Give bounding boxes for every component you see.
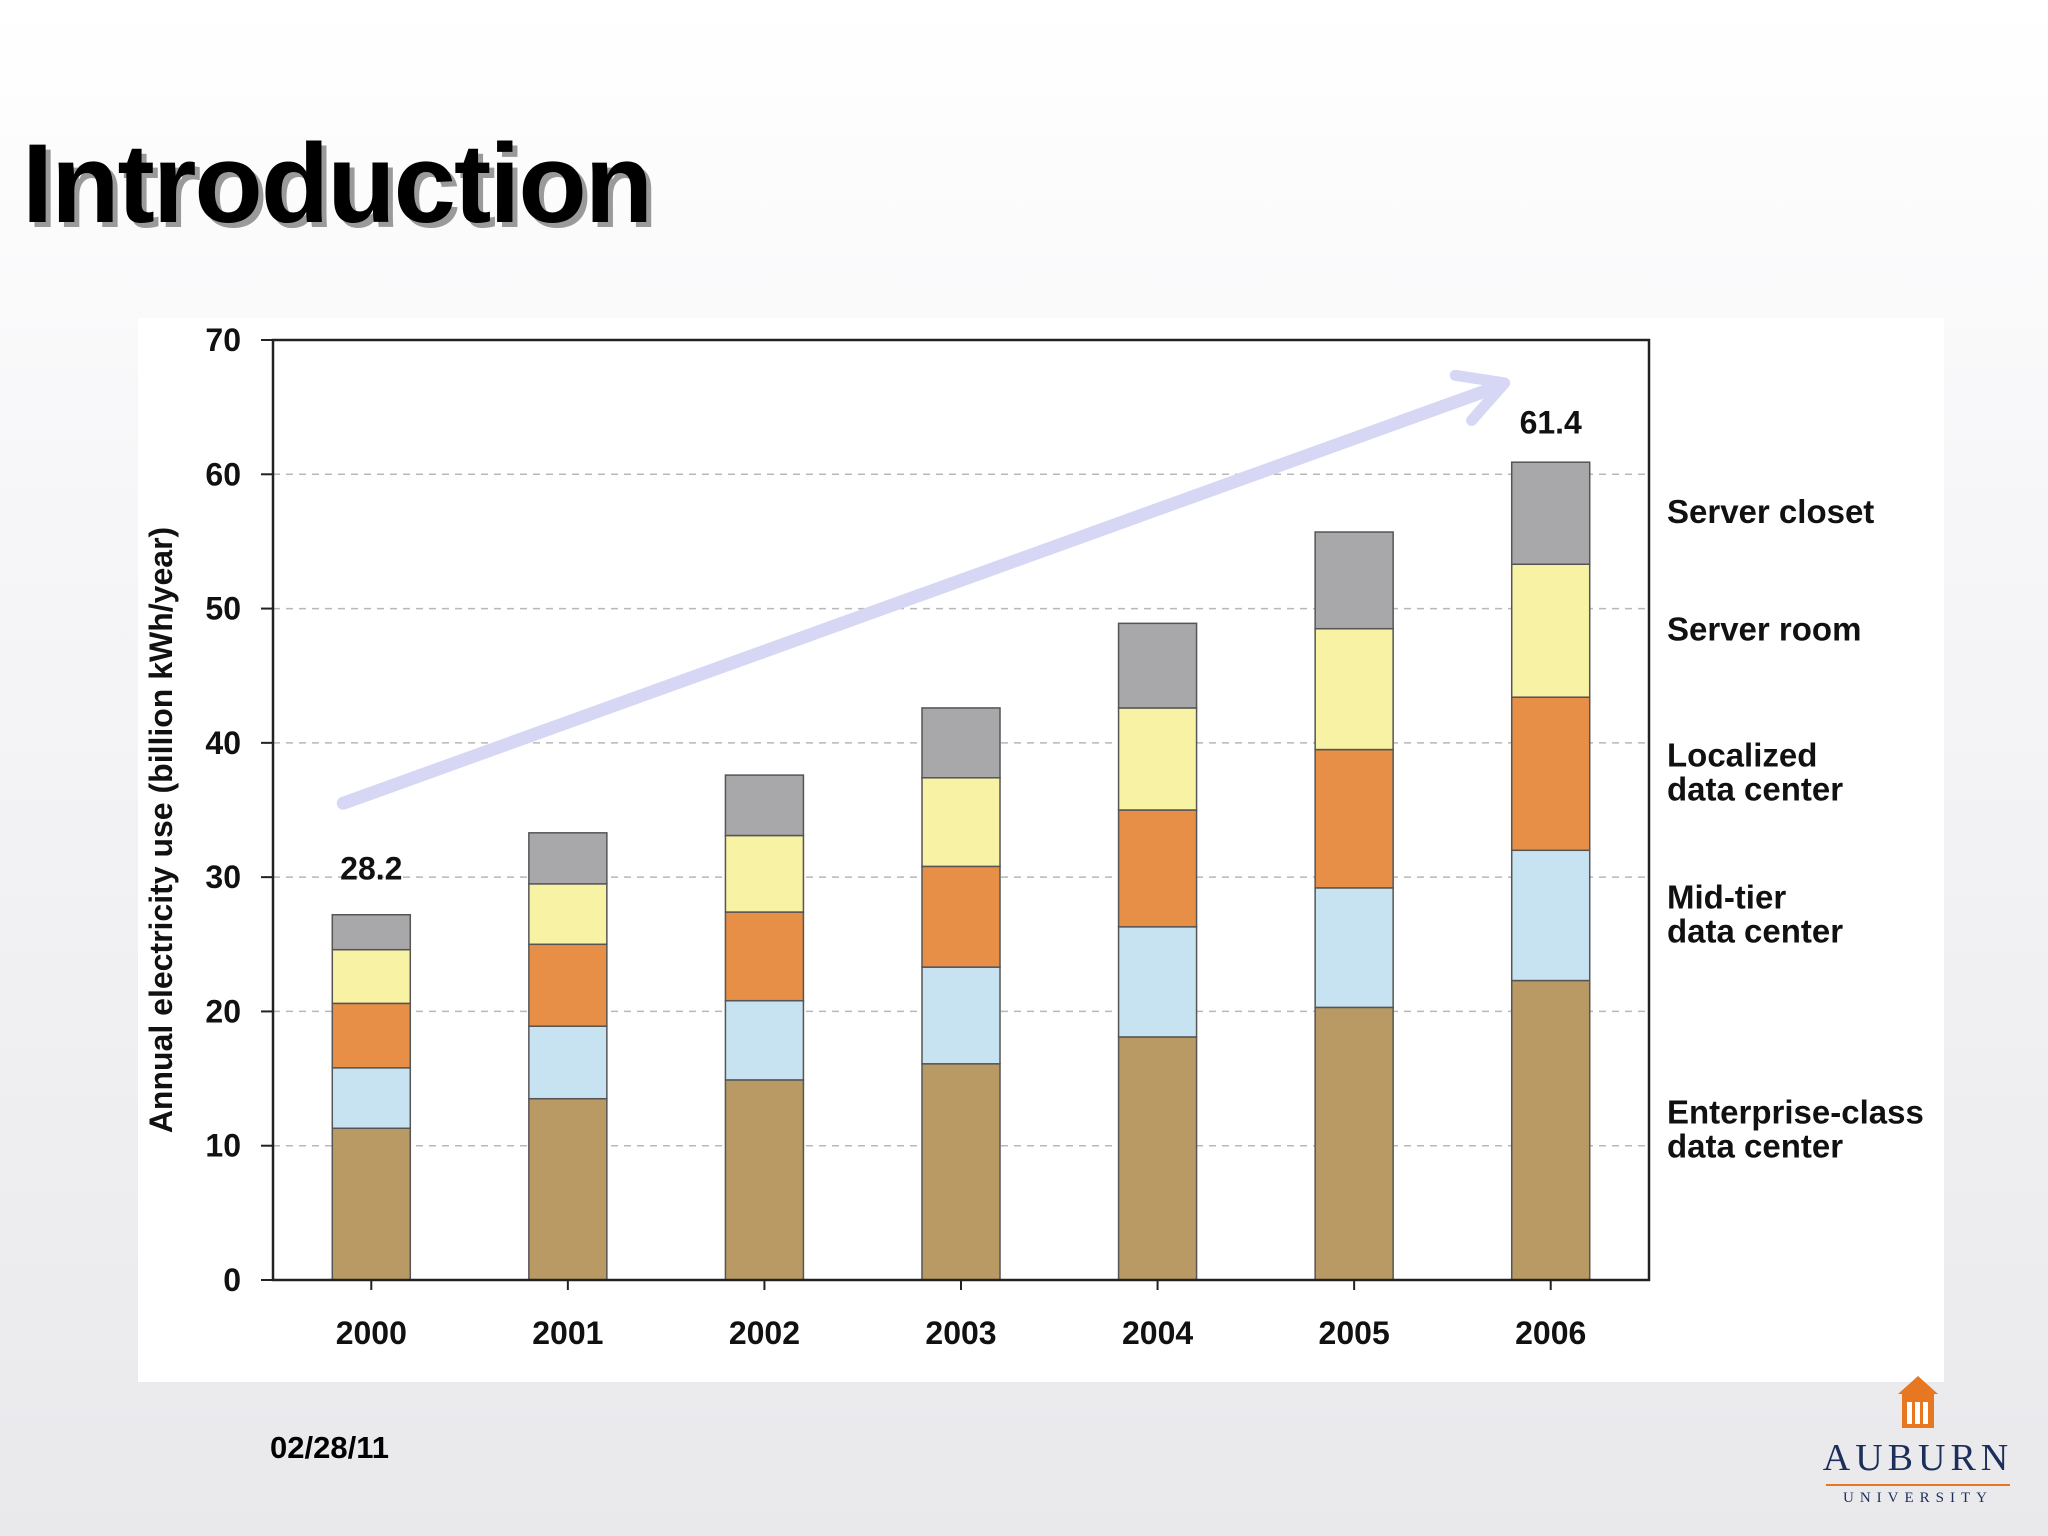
bar-segment	[921, 1063, 1001, 1281]
bar-segment	[1117, 707, 1198, 811]
chart-panel: 0 10 20 30 40 50 60 70 2000 2001 2002 2003 2004 2005 2…	[138, 318, 1944, 1382]
logo-wordmark: AUBURN	[1822, 1437, 2014, 1479]
bar-segment	[921, 777, 1001, 868]
legend-label: Server closet	[1667, 493, 1874, 530]
bar-segment	[1117, 1036, 1198, 1281]
legend-label-line: data center	[1667, 771, 1843, 808]
total-value-label: 61.4	[1520, 404, 1582, 440]
x-tick-label: 2001	[532, 1315, 603, 1351]
bar-segment	[1314, 748, 1394, 889]
y-tick-label: 70	[205, 322, 241, 358]
bar-segment	[331, 913, 412, 951]
y-axis-title: Annual electricity use (billion kWh/year…	[143, 527, 179, 1133]
x-tick-label: 2005	[1319, 1315, 1390, 1351]
bar-segment	[1510, 696, 1591, 852]
bar-segment	[331, 1002, 412, 1069]
slide-title: Introduction	[22, 121, 653, 246]
legend-label: Server room	[1667, 611, 1861, 648]
legend-label: Enterprise-class data center	[1667, 1093, 1924, 1164]
bar-segment	[331, 1067, 412, 1130]
x-tick-label: 2004	[1122, 1315, 1193, 1351]
x-tick-label: 2006	[1515, 1315, 1586, 1351]
bar-segment	[528, 943, 608, 1027]
y-tick-label: 40	[205, 725, 241, 761]
bar-segment	[528, 1025, 608, 1100]
bar-segment	[724, 1079, 805, 1281]
bar-segment	[331, 1127, 412, 1281]
legend-label: Mid-tier data center	[1667, 878, 1843, 949]
y-tick-label: 10	[205, 1128, 241, 1164]
logo-subtitle: UNIVERSITY	[1843, 1490, 1993, 1506]
x-tick-label: 2002	[729, 1315, 800, 1351]
logo-divider	[1826, 1484, 2010, 1486]
bar-segment	[1510, 461, 1591, 566]
bar-segment	[724, 911, 805, 1002]
plot-frame	[271, 338, 1651, 1282]
bar-segment	[1314, 531, 1394, 630]
legend-label-line: Localized	[1667, 737, 1817, 774]
bar-segment	[724, 999, 805, 1081]
trend-arrow-head	[1449, 369, 1511, 426]
bar-segment	[1510, 849, 1591, 982]
y-tick-label: 50	[205, 591, 241, 627]
y-tick-label: 30	[205, 859, 241, 895]
bar-segment	[1314, 627, 1394, 751]
bar-segment	[1314, 887, 1394, 1009]
bar-segment	[921, 865, 1001, 968]
legend-label-line: Enterprise-class	[1667, 1093, 1924, 1130]
y-tick-label: 60	[205, 456, 241, 492]
legend-label-line: Mid-tier	[1667, 878, 1786, 915]
x-tick-label: 2003	[925, 1315, 996, 1351]
bar-segment	[1117, 926, 1198, 1038]
bar-segment	[724, 774, 805, 837]
bar-segment	[1314, 1006, 1394, 1281]
legend-label: Localized data center	[1667, 737, 1843, 808]
bar-segment	[528, 883, 608, 946]
auburn-university-logo: AUBURN UNIVERSITY	[1818, 1372, 2018, 1512]
bar-segment	[921, 707, 1001, 779]
tower-icon	[1898, 1376, 1938, 1428]
x-tick-label: 2000	[336, 1315, 407, 1351]
y-tick-label: 0	[223, 1262, 241, 1298]
total-value-label: 28.2	[340, 850, 402, 886]
bar-segment	[528, 832, 608, 885]
legend-label-line: data center	[1667, 1127, 1843, 1164]
slide-date: 02/28/11	[270, 1430, 389, 1465]
bar-segment	[528, 1097, 608, 1281]
legend-label-line: Server closet	[1667, 493, 1874, 530]
legend-label-line: data center	[1667, 912, 1843, 949]
trend-arrow-shaft	[336, 380, 1504, 810]
bar-segment	[1510, 563, 1591, 698]
stacked-bar-chart: 0 10 20 30 40 50 60 70 2000 2001 2002 2003 2004 2005 2…	[143, 322, 1924, 1351]
bar-segment	[1117, 809, 1198, 928]
legend-label-line: Server room	[1667, 611, 1861, 648]
bar-segment	[724, 834, 805, 913]
y-tick-label: 20	[205, 993, 241, 1029]
bar-segment	[331, 948, 412, 1005]
bar-segment	[1510, 979, 1591, 1281]
bar-segment	[921, 966, 1001, 1065]
bar-segment	[1117, 622, 1198, 709]
